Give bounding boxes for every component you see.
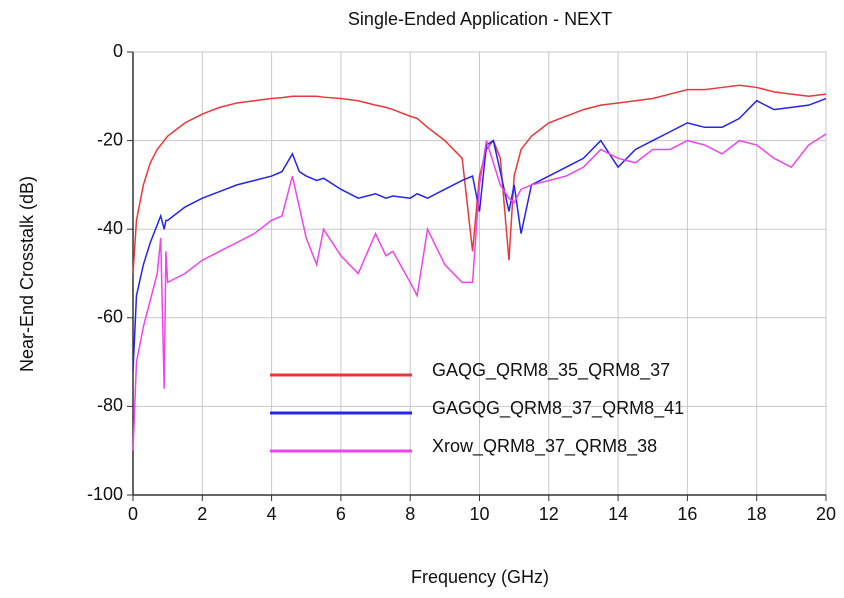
y-tick-label: -60 (97, 307, 123, 327)
chart-title: Single-Ended Application - NEXT (348, 9, 612, 29)
legend-label: Xrow_QRM8_37_QRM8_38 (432, 436, 657, 457)
x-tick-label: 18 (747, 504, 767, 524)
x-tick-label: 14 (608, 504, 628, 524)
y-tick-label: -20 (97, 129, 123, 149)
x-tick-label: 20 (816, 504, 836, 524)
y-axis-label: Near-End Crosstalk (dB) (17, 176, 37, 372)
y-tick-label: 0 (113, 41, 123, 61)
y-tick-label: -40 (97, 218, 123, 238)
x-tick-label: 6 (336, 504, 346, 524)
x-tick-label: 8 (405, 504, 415, 524)
legend-label: GAQG_QRM8_35_QRM8_37 (432, 360, 670, 381)
legend-label: GAGQG_QRM8_37_QRM8_41 (432, 398, 684, 419)
x-tick-label: 4 (267, 504, 277, 524)
y-tick-label: -80 (97, 395, 123, 415)
series-line (132, 133, 827, 451)
series-line (132, 84, 827, 274)
x-tick-label: 2 (197, 504, 207, 524)
series-line (132, 97, 827, 371)
x-tick-label: 12 (539, 504, 559, 524)
y-tick-label: -100 (87, 484, 123, 504)
x-axis-label: Frequency (GHz) (411, 567, 549, 587)
x-tick-label: 16 (677, 504, 697, 524)
x-tick-label: 0 (128, 504, 138, 524)
x-tick-label: 10 (469, 504, 489, 524)
